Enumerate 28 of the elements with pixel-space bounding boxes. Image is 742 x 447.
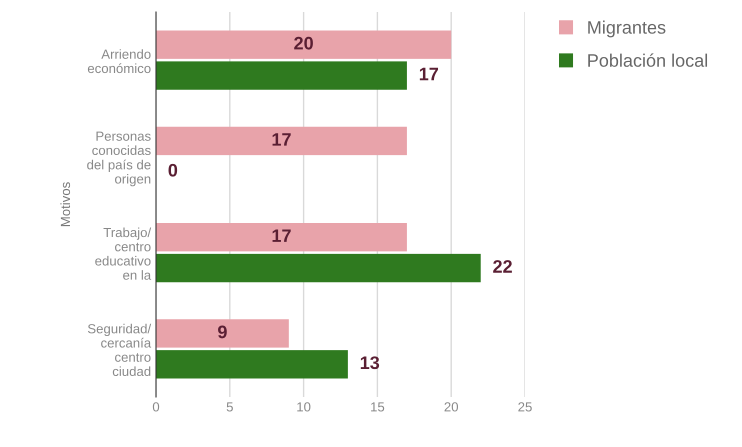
data-label: 17 (272, 133, 291, 146)
y-tick-label: Seguridad/ cercanía centro ciudad (88, 324, 152, 376)
bar (156, 319, 289, 348)
bar (156, 223, 407, 252)
data-label: 9 (218, 326, 227, 338)
legend-label: Población local (588, 53, 708, 67)
y-tick-label: Trabajo/ centro educativo en la (95, 227, 152, 280)
x-tick-label: 15 (371, 402, 384, 412)
bar (156, 126, 407, 156)
x-tick-label: 5 (226, 402, 233, 412)
y-tick-label: Arriendo económico (88, 49, 151, 74)
data-label: 17 (272, 229, 291, 242)
bar (156, 350, 348, 378)
bar (156, 61, 407, 90)
x-tick-label: 0 (152, 402, 160, 412)
x-tick-label: 20 (444, 402, 458, 412)
data-label: 0 (168, 164, 178, 177)
x-tick-label: 25 (518, 402, 532, 412)
data-label: 17 (420, 68, 438, 80)
y-tick-label: Personas conocidas del país de origen (87, 132, 151, 186)
data-label: 13 (360, 356, 380, 370)
x-tick-label: 10 (297, 402, 310, 412)
bar (156, 30, 452, 59)
bar (156, 254, 481, 282)
data-label: 22 (493, 260, 512, 273)
legend-label: Migrantes (588, 20, 666, 38)
data-label: 20 (294, 36, 313, 50)
y-axis-title: Motivos (60, 182, 70, 226)
